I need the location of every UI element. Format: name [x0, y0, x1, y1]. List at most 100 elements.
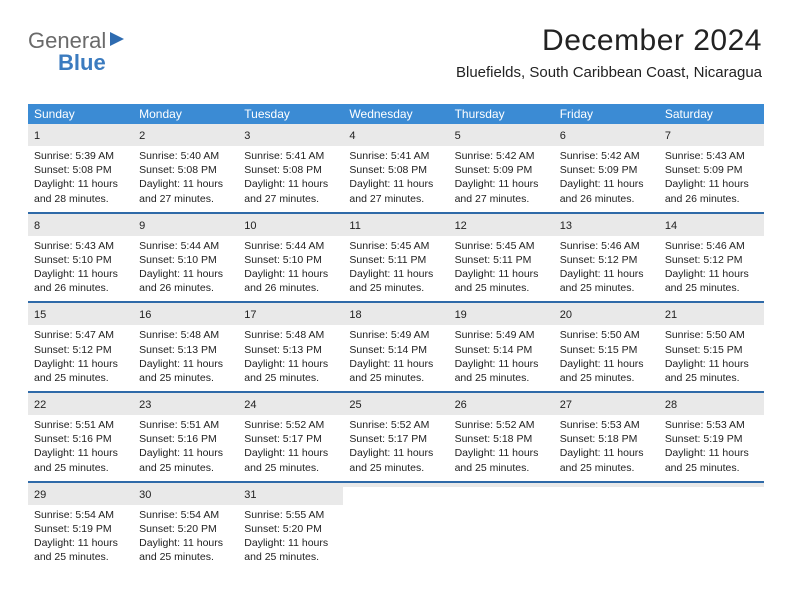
sunset-line: Sunset: 5:12 PM	[665, 253, 758, 267]
daylight-line: Daylight: 11 hours and 27 minutes.	[349, 177, 442, 205]
sunrise-line: Sunrise: 5:45 AM	[349, 239, 442, 253]
daynum-bar: 11	[343, 214, 448, 236]
calendar-cell: 30 Sunrise: 5:54 AMSunset: 5:20 PMDayligh…	[133, 483, 238, 571]
sunrise-line: Sunrise: 5:45 AM	[455, 239, 548, 253]
weeks-grid: 1Sunrise: 5:39 AMSunset: 5:08 PMDaylight…	[28, 124, 764, 570]
day-details: Sunrise: 5:50 AMSunset: 5:15 PMDaylight:…	[665, 328, 758, 385]
calendar-cell: 3Sunrise: 5:41 AMSunset: 5:08 PMDaylight…	[238, 124, 343, 212]
sunset-line: Sunset: 5:08 PM	[244, 163, 337, 177]
sunrise-line: Sunrise: 5:42 AM	[455, 149, 548, 163]
dayname-sunday: Sunday	[28, 104, 133, 124]
sunrise-line: Sunrise: 5:44 AM	[139, 239, 232, 253]
daynum-bar: 1	[28, 124, 133, 146]
daynum-bar: 31	[238, 483, 343, 505]
page-title: December 2024	[456, 24, 762, 58]
day-details: Sunrise: 5:43 AMSunset: 5:10 PMDaylight:…	[34, 239, 127, 296]
day-details: Sunrise: 5:44 AMSunset: 5:10 PMDaylight:…	[244, 239, 337, 296]
day-number: 6	[560, 130, 566, 142]
day-number: 19	[455, 309, 467, 321]
sunset-line: Sunset: 5:16 PM	[34, 432, 127, 446]
sunrise-line: Sunrise: 5:55 AM	[244, 508, 337, 522]
sunset-line: Sunset: 5:11 PM	[349, 253, 442, 267]
calendar-cell: 25Sunrise: 5:52 AMSunset: 5:17 PMDayligh…	[343, 393, 448, 481]
sunset-line: Sunset: 5:17 PM	[349, 432, 442, 446]
calendar-cell: 12Sunrise: 5:45 AMSunset: 5:11 PMDayligh…	[449, 214, 554, 302]
sunset-line: Sunset: 5:10 PM	[139, 253, 232, 267]
day-details: Sunrise: 5:51 AMSunset: 5:16 PMDaylight:…	[139, 418, 232, 475]
day-details: Sunrise: 5:45 AMSunset: 5:11 PMDaylight:…	[349, 239, 442, 296]
day-number: 30	[139, 489, 151, 501]
dayname-tuesday: Tuesday	[238, 104, 343, 124]
daynum-bar: 26	[449, 393, 554, 415]
calendar-cell: 23Sunrise: 5:51 AMSunset: 5:16 PMDayligh…	[133, 393, 238, 481]
day-details: Sunrise: 5:43 AMSunset: 5:09 PMDaylight:…	[665, 149, 758, 206]
sunrise-line: Sunrise: 5:49 AM	[349, 328, 442, 342]
calendar-cell	[343, 483, 448, 571]
daynum-bar: 3	[238, 124, 343, 146]
daylight-line: Daylight: 11 hours and 25 minutes.	[139, 357, 232, 385]
daylight-line: Daylight: 11 hours and 25 minutes.	[665, 357, 758, 385]
day-number: 26	[455, 399, 467, 411]
sunrise-line: Sunrise: 5:46 AM	[665, 239, 758, 253]
day-details: Sunrise: 5:48 AMSunset: 5:13 PMDaylight:…	[244, 328, 337, 385]
daynum-bar: 8	[28, 214, 133, 236]
daylight-line: Daylight: 11 hours and 25 minutes.	[139, 536, 232, 564]
sunset-line: Sunset: 5:12 PM	[560, 253, 653, 267]
sunrise-line: Sunrise: 5:53 AM	[665, 418, 758, 432]
day-number: 28	[665, 399, 677, 411]
calendar-cell: 20Sunrise: 5:50 AMSunset: 5:15 PMDayligh…	[554, 303, 659, 391]
daynum-bar: 9	[133, 214, 238, 236]
sunrise-line: Sunrise: 5:48 AM	[139, 328, 232, 342]
dayname-monday: Monday	[133, 104, 238, 124]
sunrise-line: Sunrise: 5:47 AM	[34, 328, 127, 342]
sunrise-line: Sunrise: 5:51 AM	[139, 418, 232, 432]
day-number: 3	[244, 130, 250, 142]
daylight-line: Daylight: 11 hours and 25 minutes.	[244, 357, 337, 385]
week-row: 15Sunrise: 5:47 AMSunset: 5:12 PMDayligh…	[28, 303, 764, 393]
dayname-saturday: Saturday	[659, 104, 764, 124]
day-number: 12	[455, 220, 467, 232]
daylight-line: Daylight: 11 hours and 25 minutes.	[349, 357, 442, 385]
daylight-line: Daylight: 11 hours and 25 minutes.	[560, 446, 653, 474]
daylight-line: Daylight: 11 hours and 27 minutes.	[244, 177, 337, 205]
daylight-line: Daylight: 11 hours and 26 minutes.	[244, 267, 337, 295]
daynum-bar: 22	[28, 393, 133, 415]
day-details: Sunrise: 5:54 AMSunset: 5:20 PMDaylight:…	[139, 508, 232, 565]
day-details: Sunrise: 5:44 AMSunset: 5:10 PMDaylight:…	[139, 239, 232, 296]
day-details: Sunrise: 5:52 AMSunset: 5:18 PMDaylight:…	[455, 418, 548, 475]
sunset-line: Sunset: 5:20 PM	[244, 522, 337, 536]
daynum-bar: 5	[449, 124, 554, 146]
calendar-cell: 21Sunrise: 5:50 AMSunset: 5:15 PMDayligh…	[659, 303, 764, 391]
calendar-cell: 27Sunrise: 5:53 AMSunset: 5:18 PMDayligh…	[554, 393, 659, 481]
sunset-line: Sunset: 5:08 PM	[349, 163, 442, 177]
day-number: 17	[244, 309, 256, 321]
calendar-cell: 9 Sunrise: 5:44 AMSunset: 5:10 PMDaylight…	[133, 214, 238, 302]
daylight-line: Daylight: 11 hours and 25 minutes.	[455, 267, 548, 295]
sunset-line: Sunset: 5:10 PM	[34, 253, 127, 267]
daynum-bar: 14	[659, 214, 764, 236]
sunrise-line: Sunrise: 5:54 AM	[34, 508, 127, 522]
daylight-line: Daylight: 11 hours and 25 minutes.	[560, 357, 653, 385]
daynum-bar: 29	[28, 483, 133, 505]
calendar-cell: 5Sunrise: 5:42 AMSunset: 5:09 PMDaylight…	[449, 124, 554, 212]
calendar-cell: 6Sunrise: 5:42 AMSunset: 5:09 PMDaylight…	[554, 124, 659, 212]
sunrise-line: Sunrise: 5:41 AM	[349, 149, 442, 163]
daylight-line: Daylight: 11 hours and 26 minutes.	[665, 177, 758, 205]
daynum-bar: 20	[554, 303, 659, 325]
daynum-bar: 18	[343, 303, 448, 325]
day-number: 5	[455, 130, 461, 142]
calendar: SundayMondayTuesdayWednesdayThursdayFrid…	[28, 104, 764, 570]
daynum-bar: 25	[343, 393, 448, 415]
dayname-thursday: Thursday	[449, 104, 554, 124]
daylight-line: Daylight: 11 hours and 26 minutes.	[34, 267, 127, 295]
day-number: 9	[139, 220, 145, 232]
day-number: 25	[349, 399, 361, 411]
daylight-line: Daylight: 11 hours and 28 minutes.	[34, 177, 127, 205]
day-number: 29	[34, 489, 46, 501]
day-number: 16	[139, 309, 151, 321]
calendar-cell: 10Sunrise: 5:44 AMSunset: 5:10 PMDayligh…	[238, 214, 343, 302]
sunset-line: Sunset: 5:09 PM	[455, 163, 548, 177]
daynum-bar: 13	[554, 214, 659, 236]
calendar-cell: 18Sunrise: 5:49 AMSunset: 5:14 PMDayligh…	[343, 303, 448, 391]
dayname-row: SundayMondayTuesdayWednesdayThursdayFrid…	[28, 104, 764, 124]
